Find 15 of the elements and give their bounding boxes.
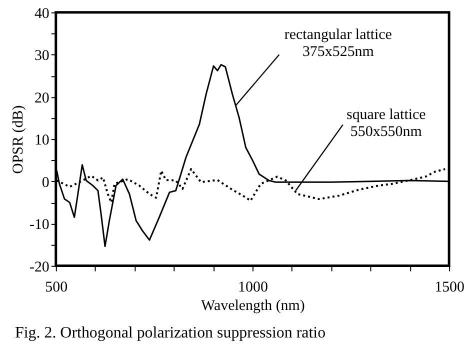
x-tick-label: 1500	[434, 279, 465, 296]
y-axis-title: OPSR (dB)	[10, 105, 26, 174]
y-tick-label: 20	[34, 90, 50, 106]
y-tick-label: -20	[29, 259, 50, 276]
y-tick-label: 10	[34, 132, 50, 149]
y-tick-label: 0	[42, 174, 50, 191]
annotation: rectangular lattice 375x525nm	[284, 26, 392, 60]
x-tick-label: 500	[45, 279, 68, 296]
annotation: square lattice 550x550nm	[346, 107, 426, 140]
y-tick-label: 40	[34, 6, 50, 22]
y-tick-label: 30	[34, 48, 50, 64]
x-axis-title: Wavelength (nm)	[201, 298, 305, 314]
caption: Fig. 2. Orthogonal polarization suppression ratio	[14, 324, 326, 342]
y-tick-label: -10	[29, 217, 50, 234]
x-tick-label: 1000	[238, 279, 268, 296]
